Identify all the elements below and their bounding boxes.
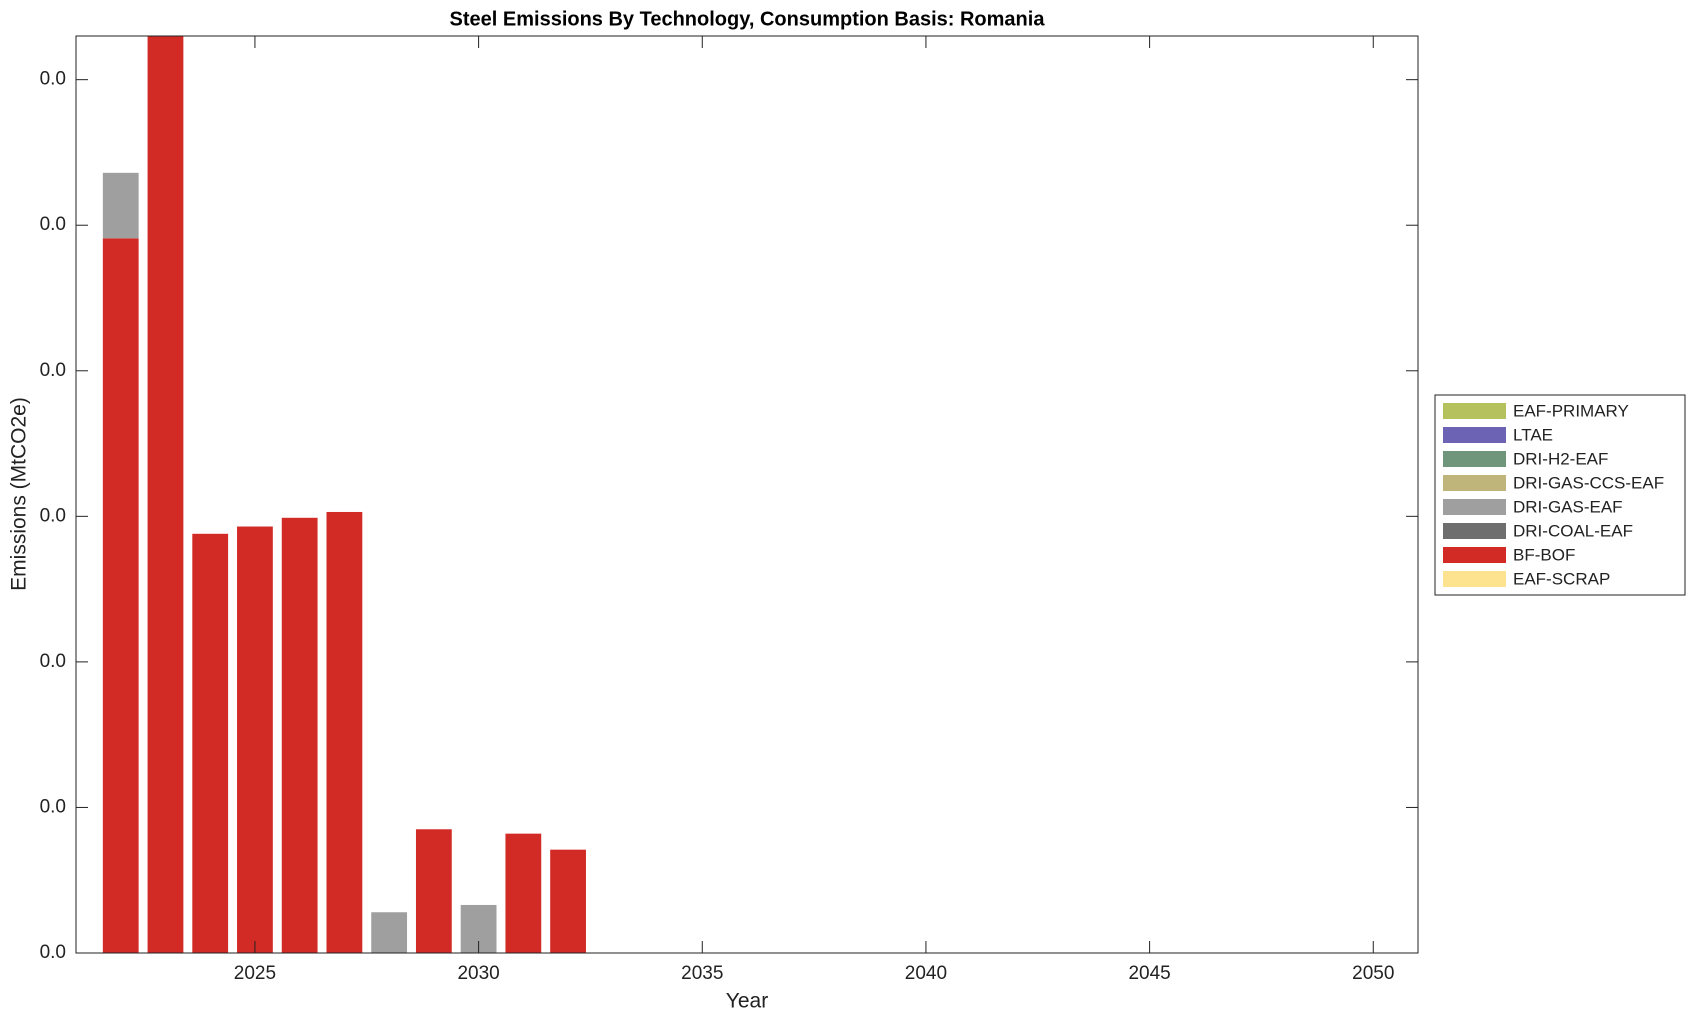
y-tick-label: 0.0 <box>40 69 66 90</box>
bar-segment <box>505 833 542 953</box>
legend-swatch <box>1443 523 1506 539</box>
legend-label: DRI-COAL-EAF <box>1513 521 1633 540</box>
x-tick-label: 2035 <box>681 963 723 984</box>
y-tick-label: 0.0 <box>40 942 66 963</box>
legend-label: BF-BOF <box>1513 545 1575 564</box>
bar-segment <box>281 517 318 953</box>
legend-swatch <box>1443 571 1506 587</box>
y-tick-label: 0.0 <box>40 796 66 817</box>
x-axis-title: Year <box>726 990 768 1013</box>
legend-label: DRI-GAS-EAF <box>1513 497 1623 516</box>
y-tick-label: 0.0 <box>40 214 66 235</box>
bar-segment <box>192 533 229 953</box>
legend-label: EAF-PRIMARY <box>1513 401 1629 420</box>
bar-segment <box>415 829 452 953</box>
bar-segment <box>237 526 273 953</box>
x-tick-label: 2025 <box>234 963 276 984</box>
legend-swatch <box>1443 475 1506 491</box>
x-tick-label: 2030 <box>457 963 499 984</box>
legend-swatch <box>1443 499 1506 515</box>
plot-frame <box>75 35 1419 954</box>
bar-segment <box>147 36 184 953</box>
legend-box <box>1434 394 1686 596</box>
bar-segment <box>326 511 363 953</box>
x-tick-label: 2050 <box>1352 963 1394 984</box>
bar-segment <box>102 238 139 953</box>
y-tick-label: 0.0 <box>40 360 66 381</box>
y-tick-label: 0.0 <box>40 651 66 672</box>
legend-swatch <box>1443 427 1506 443</box>
legend-label: DRI-GAS-CCS-EAF <box>1513 473 1664 492</box>
chart-title: Steel Emissions By Technology, Consumpti… <box>450 8 1046 30</box>
y-tick-label: 0.0 <box>40 505 66 526</box>
legend-label: LTAE <box>1513 425 1553 444</box>
legend-label: EAF-SCRAP <box>1513 569 1610 588</box>
legend-swatch <box>1443 403 1506 419</box>
bar-segment <box>550 849 586 953</box>
bars <box>102 36 586 953</box>
y-axis-title: Emissions (MtCO2e) <box>8 397 31 591</box>
x-tick-label: 2040 <box>905 963 947 984</box>
x-tick-label: 2045 <box>1128 963 1170 984</box>
bar-segment <box>371 912 408 953</box>
legend-label: DRI-H2-EAF <box>1513 449 1608 468</box>
legend-swatch <box>1443 451 1506 467</box>
legend-swatch <box>1443 547 1506 563</box>
bar-segment <box>102 172 139 239</box>
